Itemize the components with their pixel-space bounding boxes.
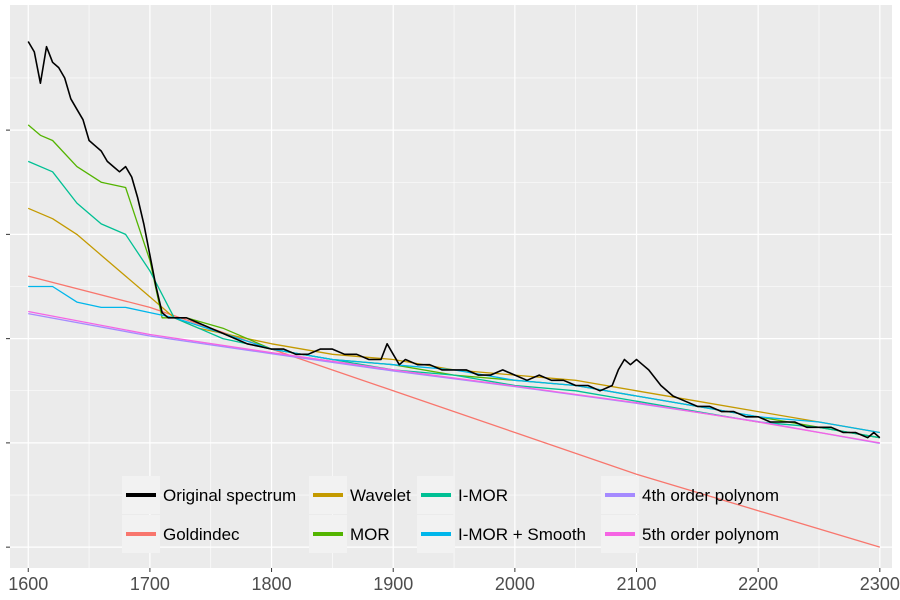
legend-label-i-mor-smooth: I-MOR + Smooth	[458, 525, 586, 544]
y-axis-ticks	[6, 129, 10, 548]
x-tick-label: 2100	[617, 574, 657, 594]
x-tick-label: 2200	[738, 574, 778, 594]
legend-label-original-spectrum: Original spectrum	[163, 486, 296, 505]
legend-label-5th-order-polynom: 5th order polynom	[642, 525, 779, 544]
legend-label-goldindec: Goldindec	[163, 525, 240, 544]
legend-label-wavelet: Wavelet	[350, 486, 411, 505]
legend-label-4th-order-polynom: 4th order polynom	[642, 486, 779, 505]
x-axis-tick-labels: 1600 1700 1800 1900 2000 2100 2200 2300	[8, 574, 900, 594]
series-line-5th-order-polynom	[28, 310, 880, 444]
x-tick-label: 1700	[130, 574, 170, 594]
x-tick-label: 1600	[8, 574, 48, 594]
x-tick-label: 1900	[373, 574, 413, 594]
series-line-original-spectrum	[27, 41, 881, 439]
x-axis-ticks	[27, 568, 881, 572]
legend: Original spectrum Goldindec Wavelet MOR I-MO…	[122, 476, 779, 553]
x-tick-label: 2300	[860, 574, 900, 594]
x-tick-label: 2000	[495, 574, 535, 594]
legend-label-i-mor: I-MOR	[458, 486, 508, 505]
legend-label-mor: MOR	[350, 525, 390, 544]
series-line-wavelet	[27, 207, 880, 434]
series-lines	[27, 41, 881, 548]
x-tick-label: 1800	[252, 574, 292, 594]
